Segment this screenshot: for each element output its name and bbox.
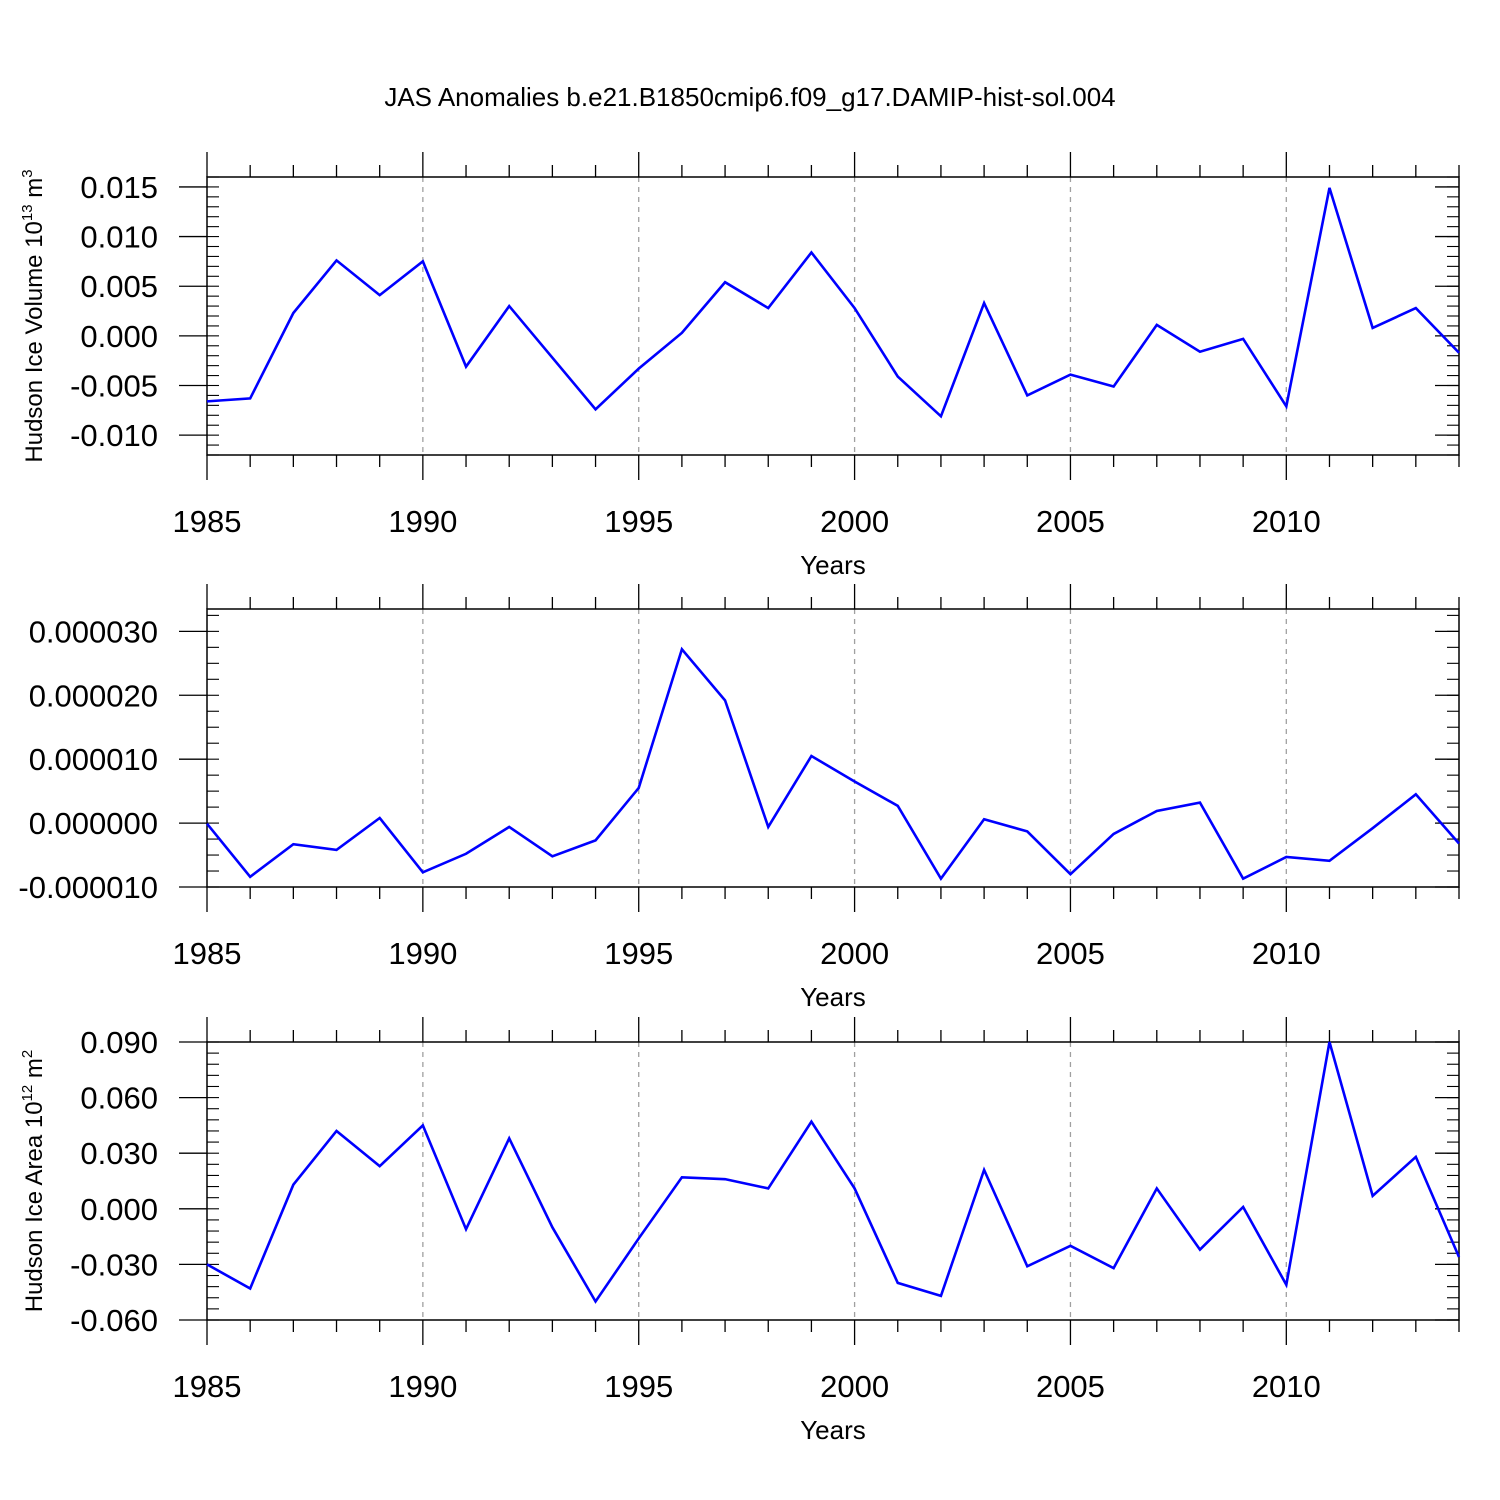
y-tick-label: 0.060 [80, 1081, 158, 1116]
series-line [206, 187, 1460, 419]
y-axis-unit-power: 3 [19, 169, 36, 177]
y-tick-label: -0.060 [70, 1303, 158, 1338]
x-tick-label: 2010 [1252, 936, 1321, 971]
y-tick-label: 0.000010 [29, 742, 158, 777]
x-tick-label: 2000 [820, 936, 889, 971]
x-tick-label: 1990 [388, 936, 457, 971]
y-tick-label: -0.010 [70, 418, 158, 453]
x-axis-label: Years [800, 1415, 866, 1445]
panel-ice-area: 1985 1990 1995 2000 2005 2010 Years 0.090 0.060 0… [19, 1017, 1461, 1445]
x-tick-label: 1990 [388, 504, 457, 539]
y-axis-unit: m [21, 1058, 48, 1085]
y-tick-label: 0.000 [80, 1192, 158, 1227]
y-tick-label: 0.000 [80, 319, 158, 354]
y-tick-label: 0.010 [80, 220, 158, 255]
y-tick-label: 0.030 [80, 1136, 158, 1171]
y-axis-unit-exponent: 13 [19, 204, 36, 221]
series-line [206, 1041, 1461, 1304]
y-tick-label: 0.000000 [29, 806, 158, 841]
series-line [205, 646, 1460, 882]
x-axis-label: Years [800, 982, 866, 1012]
y-tick-label: -0.005 [70, 369, 158, 404]
x-tick-label: 1995 [604, 1369, 673, 1404]
x-tick-label: 1985 [173, 936, 242, 971]
x-tick-label: 1995 [604, 504, 673, 539]
y-axis-unit-power: 2 [19, 1050, 36, 1058]
panel-ice-volume: 1985 1990 1995 2000 2005 2010 Years 0.015 0.010 0… [19, 152, 1460, 580]
x-tick-label: 1995 [604, 936, 673, 971]
plot-frame [206, 608, 1460, 888]
y-axis-label: Hudson Ice Area 1012 m2 [19, 1050, 48, 1313]
y-tick-label: -0.000010 [18, 870, 158, 905]
x-tick-label: 2005 [1036, 504, 1105, 539]
x-axis-label: Years [800, 550, 866, 580]
y-axis-label: Hudson Ice Volume 1013 m3 [19, 169, 48, 462]
y-axis-label-text: Hudson Ice Area 10 [21, 1101, 48, 1312]
x-tick-label: 1990 [388, 1369, 457, 1404]
y-tick-label: 0.000030 [29, 614, 158, 649]
y-axis-unit-exponent: 12 [19, 1085, 36, 1102]
y-tick-label: 0.015 [80, 170, 158, 205]
plot-frame [206, 1041, 1460, 1321]
figure-title: JAS Anomalies b.e21.B1850cmip6.f09_g17.D… [384, 82, 1115, 112]
x-tick-label: 2005 [1036, 936, 1105, 971]
x-tick-label: 2010 [1252, 504, 1321, 539]
x-tick-label: 1985 [173, 1369, 242, 1404]
panel-middle: 1985 1990 1995 2000 2005 2010 Years 0.000030 0.0… [18, 584, 1460, 1012]
y-tick-label: -0.030 [70, 1247, 158, 1282]
x-tick-label: 2010 [1252, 1369, 1321, 1404]
x-tick-label: 1985 [173, 504, 242, 539]
x-tick-label: 2005 [1036, 1369, 1105, 1404]
y-tick-label: 0.000020 [29, 678, 158, 713]
x-tick-label: 2000 [820, 504, 889, 539]
y-tick-label: 0.090 [80, 1025, 158, 1060]
y-axis-label-text: Hudson Ice Volume 10 [21, 221, 48, 463]
y-tick-label: 0.005 [80, 269, 158, 304]
x-tick-label: 2000 [820, 1369, 889, 1404]
y-axis-unit: m [21, 178, 48, 205]
